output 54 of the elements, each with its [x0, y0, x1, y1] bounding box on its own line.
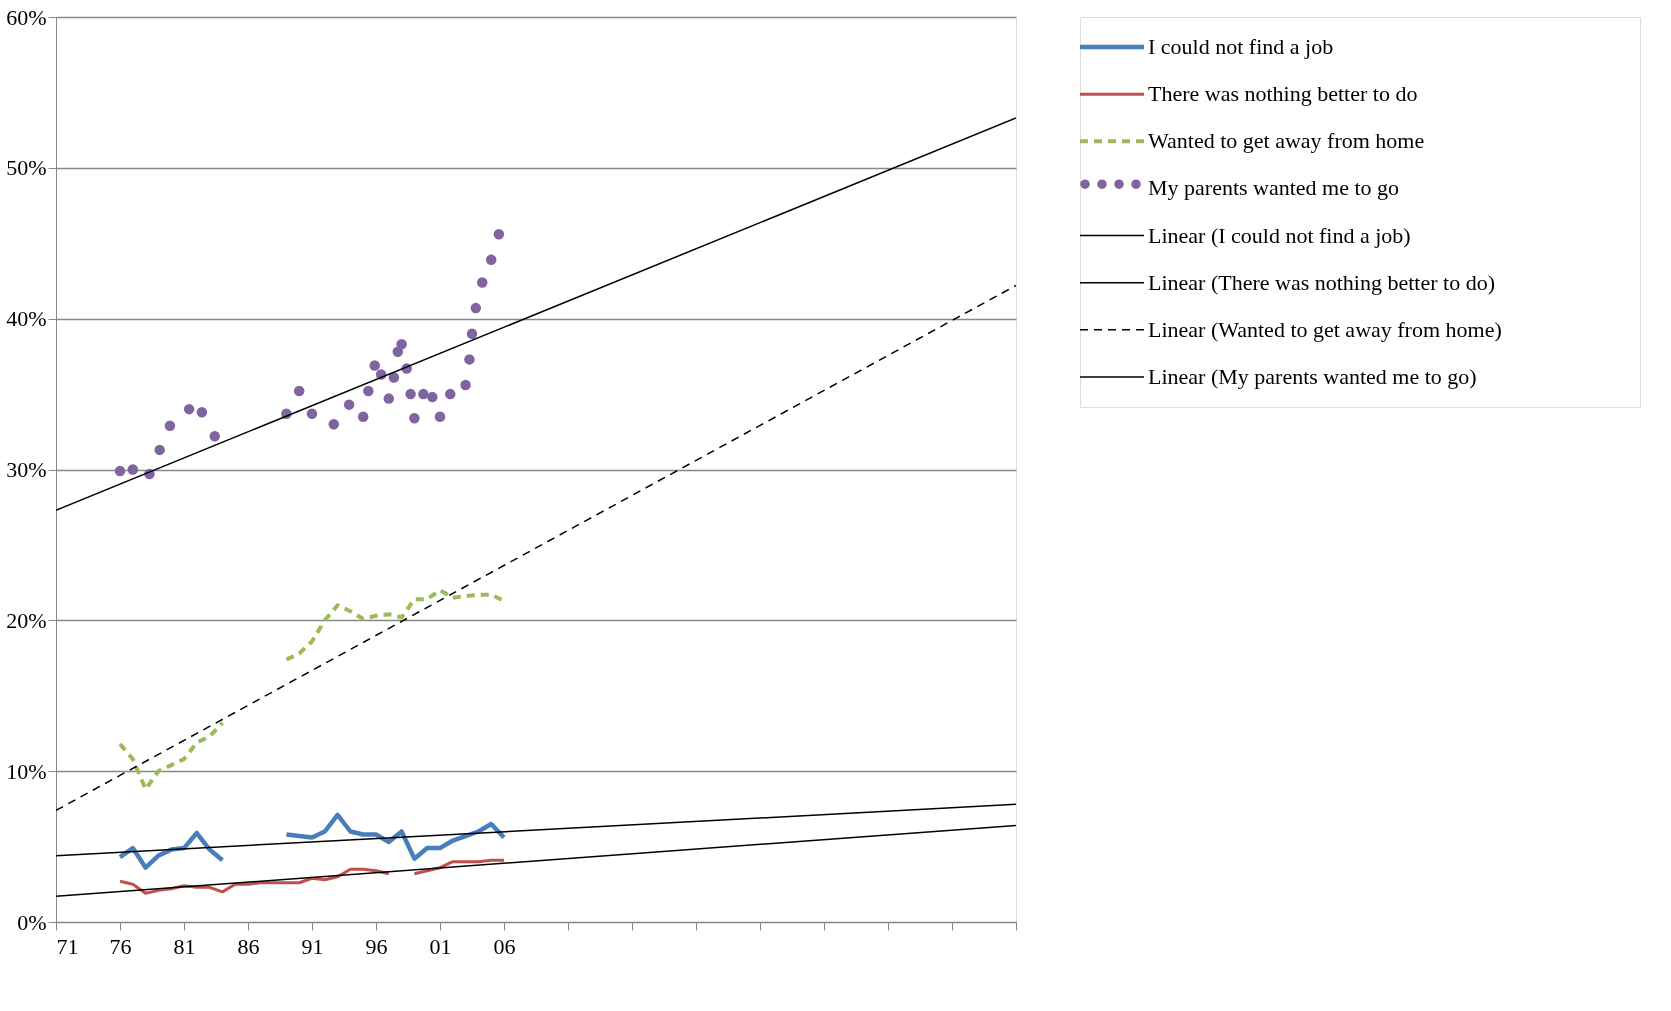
- point: [464, 354, 475, 365]
- x-tick-label: 96: [365, 933, 388, 959]
- x-tick-label: 76: [109, 933, 132, 959]
- point: [427, 391, 438, 403]
- point: [154, 444, 165, 456]
- point: [470, 302, 482, 314]
- y-tick-label: 40%: [6, 306, 47, 332]
- point: [383, 393, 395, 404]
- legend-label: My parents wanted me to go: [1148, 175, 1400, 201]
- x-tick-label: 86: [237, 933, 260, 959]
- point: [460, 379, 471, 391]
- y-tick-label: 0%: [17, 909, 47, 935]
- point: [493, 228, 505, 240]
- legend-label: I could not find a job: [1148, 34, 1334, 59]
- legend-label: Linear (Wanted to get away from home): [1148, 316, 1502, 342]
- x-tick-label: 81: [173, 933, 196, 959]
- legend-label: Linear (My parents wanted me to go): [1148, 364, 1477, 389]
- point: [357, 411, 369, 422]
- point: [343, 399, 355, 410]
- point: [196, 406, 208, 418]
- point: [466, 328, 478, 339]
- legend-label: Wanted to get away from home: [1148, 128, 1425, 154]
- point: [114, 465, 126, 477]
- point: [363, 385, 374, 397]
- point: [445, 388, 456, 400]
- point: [328, 419, 339, 430]
- y-tick-label: 20%: [6, 607, 47, 633]
- point: [477, 277, 488, 288]
- legend-label: Linear (There was nothing better to do): [1148, 269, 1495, 295]
- point: [418, 388, 429, 400]
- point: [293, 385, 305, 397]
- point: [164, 420, 176, 431]
- point: [434, 411, 446, 422]
- x-tick-label: 91: [301, 933, 324, 959]
- point: [409, 412, 420, 424]
- x-tick-label: 01: [429, 933, 452, 959]
- legend-label: Linear (I could not find a job): [1148, 222, 1411, 248]
- point: [396, 339, 407, 350]
- x-tick-label: 06: [493, 933, 516, 959]
- y-tick-label: 60%: [6, 4, 47, 30]
- point: [369, 360, 380, 371]
- y-tick-label: 30%: [6, 457, 47, 482]
- point: [306, 408, 318, 419]
- point: [183, 403, 195, 415]
- y-tick-label: 10%: [6, 758, 47, 784]
- point: [485, 254, 497, 266]
- point: [209, 431, 220, 442]
- point: [405, 388, 416, 400]
- x-tick-label: 71: [56, 933, 79, 959]
- legend-label: There was nothing better to do: [1148, 81, 1418, 107]
- point: [392, 346, 403, 358]
- y-tick-label: 50%: [6, 155, 47, 181]
- point: [127, 464, 139, 475]
- point: [388, 372, 400, 383]
